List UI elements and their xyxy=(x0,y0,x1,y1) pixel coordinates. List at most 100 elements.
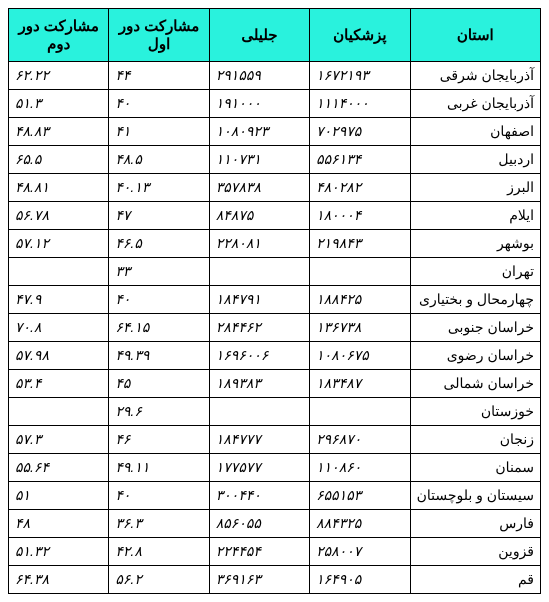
cell-jalili: ۲۲۴۴۵۴ xyxy=(209,538,309,566)
table-row: قزوین۲۵۸۰۰۷۲۲۴۴۵۴۴۲.۸۵۱.۳۲ xyxy=(9,538,541,566)
cell-pezeshkian: ۱۸۸۴۲۵ xyxy=(310,286,410,314)
cell-round1: ۴۶ xyxy=(109,426,209,454)
cell-round2: ۵۷.۱۲ xyxy=(9,230,109,258)
cell-province: اصفهان xyxy=(410,118,540,146)
cell-province: چهارمحال و بختیاری xyxy=(410,286,540,314)
cell-round2: ۴۸.۸۱ xyxy=(9,174,109,202)
cell-round1: ۴۶.۵ xyxy=(109,230,209,258)
cell-round2: ۵۱ xyxy=(9,482,109,510)
table-row: خراسان جنوبی۱۳۶۷۳۸۲۸۴۴۶۲۶۴.۱۵۷۰.۸ xyxy=(9,314,541,342)
table-row: البرز۴۸۰۲۸۲۳۵۷۸۳۸۴۰.۱۳۴۸.۸۱ xyxy=(9,174,541,202)
cell-jalili: ۳۵۷۸۳۸ xyxy=(209,174,309,202)
cell-round1: ۴۱ xyxy=(109,118,209,146)
table-row: سیستان و بلوچستان۶۵۵۱۵۳۳۰۰۴۴۰۴۰۵۱ xyxy=(9,482,541,510)
table-row: اردبیل۵۵۶۱۳۴۱۱۰۷۳۱۴۸.۵۶۵.۵ xyxy=(9,146,541,174)
table-row: خوزستان ۲۹.۶ xyxy=(9,398,541,426)
cell-round1: ۳۶.۳ xyxy=(109,510,209,538)
col-header-pezeshkian: پزشکیان xyxy=(310,9,410,62)
cell-jalili: ۱۸۴۷۹۱ xyxy=(209,286,309,314)
cell-province: خراسان جنوبی xyxy=(410,314,540,342)
cell-province: خراسان شمالی xyxy=(410,370,540,398)
cell-round2 xyxy=(9,398,109,426)
table-body: آذربایجان شرقی۱۶۷۲۱۹۳۲۹۱۵۵۹۴۴۶۲.۲۲آذربای… xyxy=(9,62,541,594)
cell-province: ایلام xyxy=(410,202,540,230)
cell-pezeshkian: ۱۱۱۴۰۰۰ xyxy=(310,90,410,118)
cell-province: تهران xyxy=(410,258,540,286)
cell-pezeshkian: ۶۵۵۱۵۳ xyxy=(310,482,410,510)
cell-pezeshkian: ۱۱۰۸۶۰ xyxy=(310,454,410,482)
cell-round1: ۶۴.۱۵ xyxy=(109,314,209,342)
cell-pezeshkian: ۱۸۳۴۸۷ xyxy=(310,370,410,398)
cell-province: اردبیل xyxy=(410,146,540,174)
cell-province: سمنان xyxy=(410,454,540,482)
cell-pezeshkian: ۱۸۰۰۰۴ xyxy=(310,202,410,230)
cell-round2: ۵۱.۳ xyxy=(9,90,109,118)
cell-round1: ۲۹.۶ xyxy=(109,398,209,426)
cell-jalili: ۸۵۶۰۵۵ xyxy=(209,510,309,538)
cell-round1: ۴۰ xyxy=(109,90,209,118)
table-row: ایلام۱۸۰۰۰۴۸۴۸۷۵۴۷۵۶.۷۸ xyxy=(9,202,541,230)
cell-round1: ۴۲.۸ xyxy=(109,538,209,566)
election-results-table: استانپزشکیانجلیلیمشارکت دور اولمشارکت دو… xyxy=(8,8,541,594)
cell-round1: ۴۵ xyxy=(109,370,209,398)
table-row: زنجان۲۹۶۸۷۰۱۸۴۷۷۷۴۶۵۷.۳ xyxy=(9,426,541,454)
cell-round1: ۴۰ xyxy=(109,286,209,314)
cell-pezeshkian: ۵۵۶۱۳۴ xyxy=(310,146,410,174)
table-row: آذربایجان غربی۱۱۱۴۰۰۰۱۹۱۰۰۰۴۰۵۱.۳ xyxy=(9,90,541,118)
cell-round1: ۴۰.۱۳ xyxy=(109,174,209,202)
table-row: اصفهان۷۰۲۹۷۵۱۰۸۰۹۲۳۴۱۴۸.۸۳ xyxy=(9,118,541,146)
cell-round2: ۵۱.۳۲ xyxy=(9,538,109,566)
cell-pezeshkian: ۲۵۸۰۰۷ xyxy=(310,538,410,566)
table-row: تهران ۳۳ xyxy=(9,258,541,286)
cell-jalili: ۱۰۸۰۹۲۳ xyxy=(209,118,309,146)
cell-jalili xyxy=(209,398,309,426)
cell-pezeshkian xyxy=(310,258,410,286)
cell-province: آذربایجان شرقی xyxy=(410,62,540,90)
cell-round1: ۴۰ xyxy=(109,482,209,510)
cell-round2: ۵۶.۷۸ xyxy=(9,202,109,230)
table-row: بوشهر۲۱۹۸۴۳۲۲۸۰۸۱۴۶.۵۵۷.۱۲ xyxy=(9,230,541,258)
table-row: خراسان رضوی۱۰۸۰۶۷۵۱۶۹۶۰۰۶۴۹.۳۹۵۷.۹۸ xyxy=(9,342,541,370)
cell-province: خراسان رضوی xyxy=(410,342,540,370)
cell-pezeshkian: ۲۹۶۸۷۰ xyxy=(310,426,410,454)
table-row: قم۱۶۴۹۰۵۳۶۹۱۶۳۵۶.۲۶۴.۳۸ xyxy=(9,566,541,594)
cell-round1: ۴۹.۳۹ xyxy=(109,342,209,370)
cell-round2: ۵۷.۹۸ xyxy=(9,342,109,370)
cell-jalili: ۸۴۸۷۵ xyxy=(209,202,309,230)
cell-jalili: ۱۸۴۷۷۷ xyxy=(209,426,309,454)
table-row: سمنان۱۱۰۸۶۰۱۷۷۵۷۷۴۹.۱۱۵۵.۶۴ xyxy=(9,454,541,482)
cell-round2: ۴۸.۸۳ xyxy=(9,118,109,146)
cell-round1: ۵۶.۲ xyxy=(109,566,209,594)
cell-jalili: ۳۶۹۱۶۳ xyxy=(209,566,309,594)
table-row: چهارمحال و بختیاری۱۸۸۴۲۵۱۸۴۷۹۱۴۰۴۷.۹ xyxy=(9,286,541,314)
cell-round2: ۵۵.۶۴ xyxy=(9,454,109,482)
table-row: فارس۸۸۴۳۲۵۸۵۶۰۵۵۳۶.۳۴۸ xyxy=(9,510,541,538)
cell-jalili: ۳۰۰۴۴۰ xyxy=(209,482,309,510)
cell-round1: ۴۹.۱۱ xyxy=(109,454,209,482)
cell-pezeshkian: ۱۳۶۷۳۸ xyxy=(310,314,410,342)
cell-province: سیستان و بلوچستان xyxy=(410,482,540,510)
cell-jalili: ۱۷۷۵۷۷ xyxy=(209,454,309,482)
cell-jalili: ۲۲۸۰۸۱ xyxy=(209,230,309,258)
col-header-province: استان xyxy=(410,9,540,62)
cell-round2 xyxy=(9,258,109,286)
cell-round1: ۴۴ xyxy=(109,62,209,90)
cell-round2: ۷۰.۸ xyxy=(9,314,109,342)
cell-pezeshkian: ۷۰۲۹۷۵ xyxy=(310,118,410,146)
cell-round2: ۶۲.۲۲ xyxy=(9,62,109,90)
cell-province: البرز xyxy=(410,174,540,202)
cell-province: خوزستان xyxy=(410,398,540,426)
cell-jalili xyxy=(209,258,309,286)
cell-pezeshkian: ۴۸۰۲۸۲ xyxy=(310,174,410,202)
cell-pezeshkian xyxy=(310,398,410,426)
cell-province: قم xyxy=(410,566,540,594)
cell-round1: ۴۷ xyxy=(109,202,209,230)
cell-round2: ۶۴.۳۸ xyxy=(9,566,109,594)
cell-jalili: ۱۹۱۰۰۰ xyxy=(209,90,309,118)
cell-round1: ۳۳ xyxy=(109,258,209,286)
col-header-jalili: جلیلی xyxy=(209,9,309,62)
table-header: استانپزشکیانجلیلیمشارکت دور اولمشارکت دو… xyxy=(9,9,541,62)
cell-pezeshkian: ۸۸۴۳۲۵ xyxy=(310,510,410,538)
col-header-round2: مشارکت دور دوم xyxy=(9,9,109,62)
cell-round2: ۵۷.۳ xyxy=(9,426,109,454)
